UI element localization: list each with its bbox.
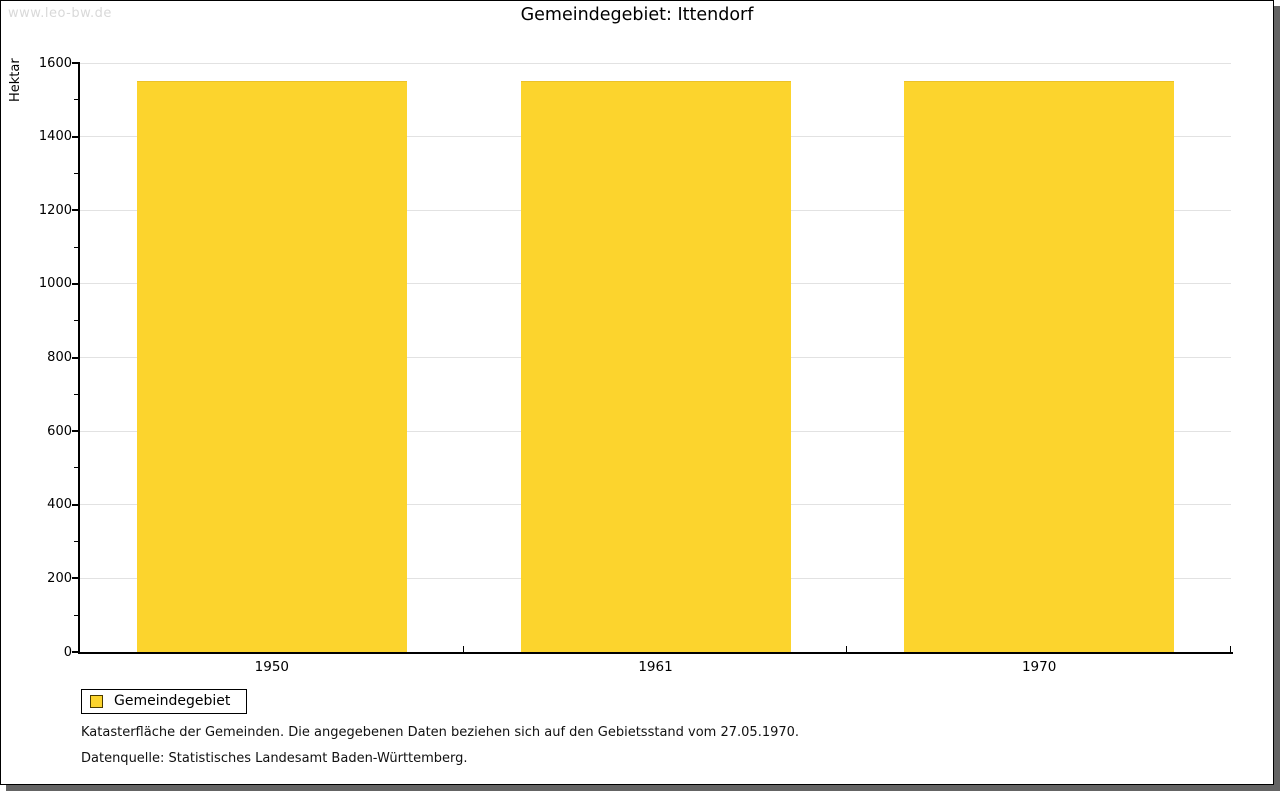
y-axis-line bbox=[78, 62, 80, 654]
x-tick bbox=[1230, 646, 1231, 652]
y-gridline bbox=[80, 62, 1231, 64]
legend: Gemeindegebiet bbox=[81, 689, 248, 714]
x-tick-label: 1970 bbox=[1021, 659, 1057, 675]
footnote-data-source: Datenquelle: Statistisches Landesamt Bad… bbox=[81, 751, 468, 766]
y-tick-minor bbox=[74, 99, 78, 101]
y-tick-minor bbox=[74, 320, 78, 322]
watermark-url: www.leo-bw.de bbox=[8, 6, 112, 21]
y-tick-major bbox=[72, 577, 78, 580]
y-tick-minor bbox=[74, 467, 78, 469]
y-tick-label: 600 bbox=[47, 423, 72, 439]
y-tick-major bbox=[72, 356, 78, 359]
y-tick-minor bbox=[74, 393, 78, 395]
y-tick-minor bbox=[74, 541, 78, 543]
legend-label: Gemeindegebiet bbox=[114, 693, 231, 709]
y-tick-label: 1600 bbox=[38, 55, 72, 71]
x-tick-label: 1950 bbox=[254, 659, 289, 675]
legend-swatch-gemeindegebiet bbox=[90, 695, 103, 708]
y-tick-major bbox=[72, 135, 78, 138]
y-tick-label: 200 bbox=[47, 570, 72, 586]
y-tick-minor bbox=[74, 614, 78, 616]
x-axis-line bbox=[78, 652, 1233, 654]
y-tick-label: 800 bbox=[47, 350, 72, 365]
x-tick-label: 1961 bbox=[638, 659, 673, 675]
chart-title: Gemeindegebiet: Ittendorf bbox=[520, 5, 754, 25]
y-tick-label: 1200 bbox=[38, 202, 72, 218]
bar-1950 bbox=[136, 81, 407, 652]
y-tick-major bbox=[72, 503, 78, 506]
y-tick-label: 0 bbox=[63, 644, 72, 660]
bar-1961 bbox=[520, 81, 791, 652]
y-tick-minor bbox=[74, 246, 78, 248]
bar-1970 bbox=[904, 81, 1175, 652]
y-tick-label: 1400 bbox=[38, 129, 72, 145]
x-tick bbox=[462, 646, 464, 652]
y-tick-major bbox=[72, 62, 78, 64]
footnote-source-note: Katasterfläche der Gemeinden. Die angege… bbox=[81, 725, 800, 740]
y-tick-major bbox=[72, 651, 78, 653]
y-tick-minor bbox=[74, 172, 78, 174]
y-tick-label: 1000 bbox=[38, 276, 72, 292]
y-tick-major bbox=[72, 430, 78, 433]
x-tick bbox=[846, 646, 848, 652]
y-tick-label: 400 bbox=[47, 497, 72, 513]
y-tick-major bbox=[72, 282, 78, 285]
y-tick-major bbox=[72, 209, 78, 212]
